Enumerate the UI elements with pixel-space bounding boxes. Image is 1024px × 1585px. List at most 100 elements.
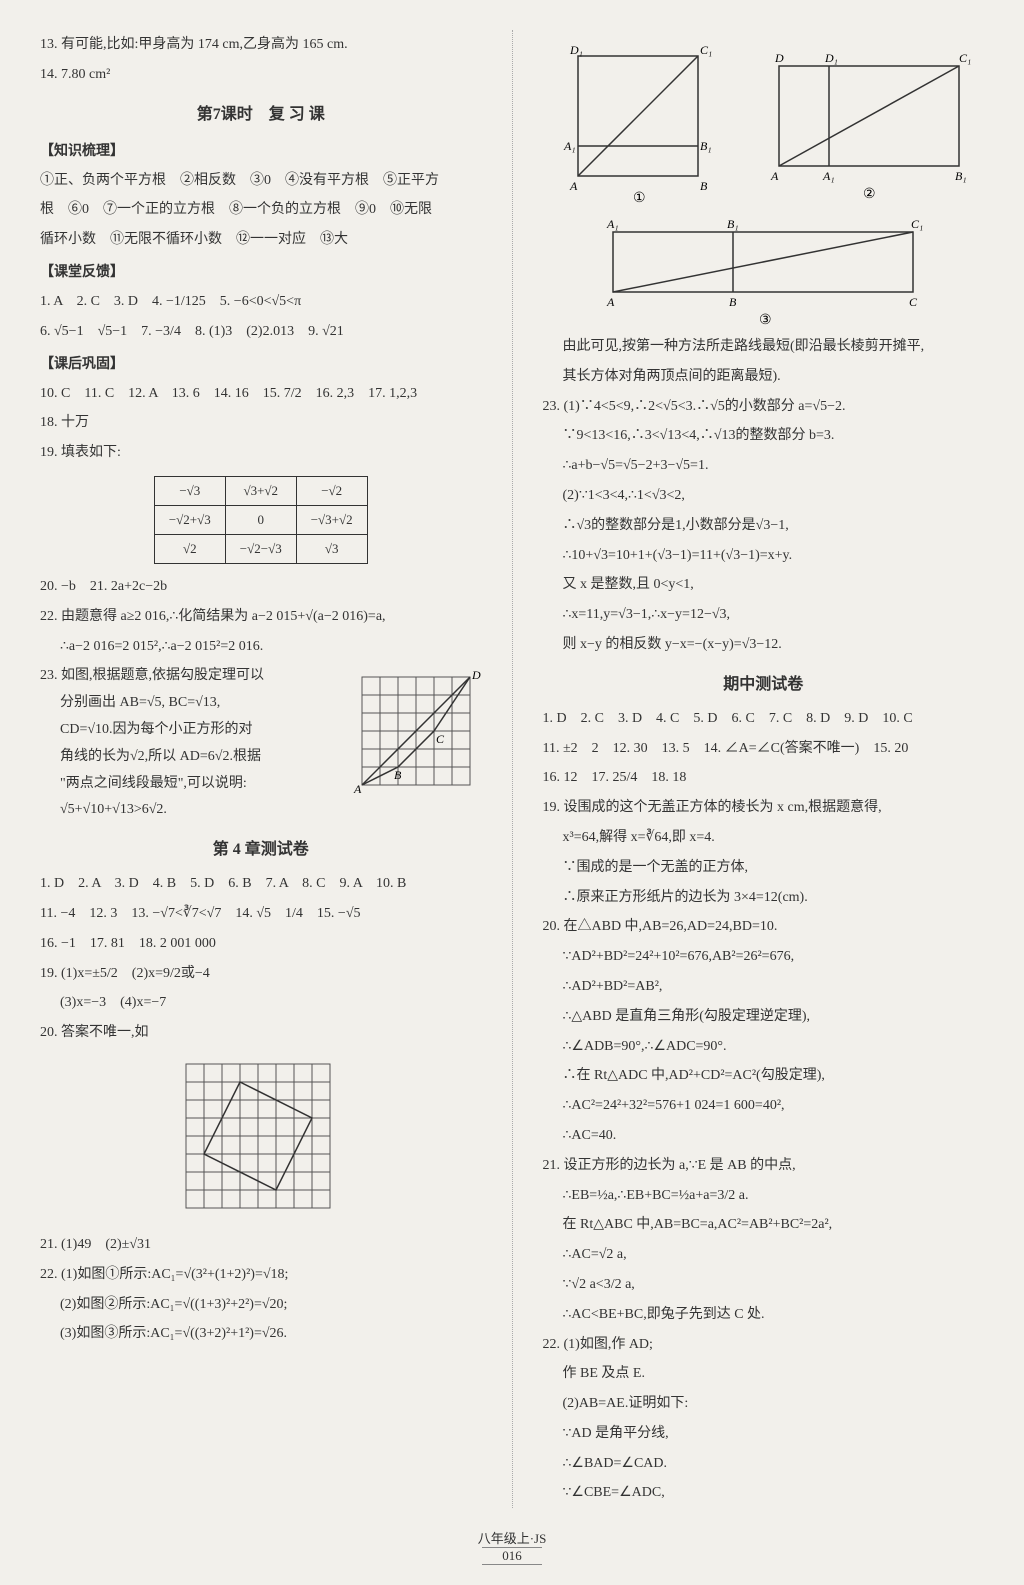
mid20b: ∵AD²+BD²=24²+10²=676,AB²=26²=676,: [543, 945, 985, 969]
q20-grid: [176, 1054, 346, 1224]
q22b: ∴a−2 016=2 015²,∴a−2 015²=2 016.: [40, 635, 482, 659]
q14: 14. 7.80 cm²: [40, 63, 482, 87]
r23-3: ∴a+b−√5=√5−2+3−√5=1.: [543, 454, 985, 478]
ch4-3: 16. −1 17. 81 18. 2 001 000: [40, 932, 482, 956]
mid22d: ∵AD 是角平分线,: [543, 1422, 985, 1446]
ch4-2: 11. −4 12. 3 13. −√7<∛7<√7 14. √5 1/4 15…: [40, 902, 482, 926]
q23d: 角线的长为√2,所以 AD=6√2.根据: [40, 745, 342, 769]
ch4-q22a: 22. (1)如图①所示:AC₁=√(3²+(1+2)²)=√18;: [40, 1263, 482, 1287]
diagram-3: A₁ B₁ C₁ A B C ③: [583, 212, 943, 332]
q22a: 22. 由题意得 a≥2 016,∴化简结果为 a−2 015+√(a−2 01…: [40, 605, 482, 629]
svg-text:C₁: C₁: [959, 51, 971, 65]
ch4-1: 1. D 2. A 3. D 4. B 5. D 6. B 7. A 8. C …: [40, 872, 482, 896]
cell: −√2−√3: [225, 534, 296, 563]
svg-text:①: ①: [633, 191, 646, 206]
svg-text:D₁: D₁: [569, 43, 583, 57]
ch4-q22c: (3)如图③所示:AC₁=√((3+2)²+1²)=√26.: [40, 1322, 482, 1346]
mid19d: ∴原来正方形纸片的边长为 3×4=12(cm).: [543, 886, 985, 910]
mid20c: ∴AD²+BD²=AB²,: [543, 975, 985, 999]
svg-text:B: B: [394, 768, 402, 782]
svg-text:A: A: [606, 295, 615, 309]
mid20h: ∴AC=40.: [543, 1124, 985, 1148]
svg-text:D: D: [471, 668, 481, 682]
svg-text:A₁: A₁: [822, 169, 835, 183]
feedback-header: 【课堂反馈】: [40, 261, 482, 281]
q20: 20. −b 21. 2a+2c−2b: [40, 575, 482, 599]
mid20g: ∴AC²=24²+32²=576+1 024=1 600=40²,: [543, 1094, 985, 1118]
lesson-title: 第7课时 复 习 课: [40, 100, 482, 124]
svg-text:C₁: C₁: [700, 43, 712, 57]
cs3: 19. 填表如下:: [40, 441, 482, 465]
mid-title: 期中测试卷: [543, 670, 985, 694]
mid20f: ∴在 Rt△ADC 中,AD²+CD²=AC²(勾股定理),: [543, 1064, 985, 1088]
consol-header: 【课后巩固】: [40, 353, 482, 373]
ch4-q22b: (2)如图②所示:AC₁=√((1+3)²+2²)=√20;: [40, 1293, 482, 1317]
q23c: CD=√10.因为每个小正方形的对: [40, 718, 342, 742]
cell: √3: [296, 534, 367, 563]
mid22a: 22. (1)如图,作 AD;: [543, 1333, 985, 1357]
cell: √2: [154, 534, 225, 563]
mid19b: x³=64,解得 x=∛64,即 x=4.: [543, 826, 985, 850]
mid22e: ∴∠BAD=∠CAD.: [543, 1452, 985, 1476]
comment2: 其长方体对角两顶点间的距离最短).: [543, 365, 985, 389]
cell: 0: [225, 505, 296, 534]
r23-9: 则 x−y 的相反数 y−x=−(x−y)=√3−12.: [543, 633, 985, 657]
knowledge-header: 【知识梳理】: [40, 140, 482, 160]
q23a: 23. 如图,根据题意,依据勾股定理可以: [40, 664, 342, 688]
mid20e: ∴∠ADB=90°,∴∠ADC=90°.: [543, 1035, 985, 1059]
r23-8: ∴x=11,y=√3−1,∴x−y=12−√3,: [543, 603, 985, 627]
footer-page: 016: [482, 1547, 542, 1565]
mid21e: ∵√2 a<3/2 a,: [543, 1273, 985, 1297]
mid21f: ∴AC<BE+BC,即兔子先到达 C 处.: [543, 1303, 985, 1327]
mid19c: ∵围成的是一个无盖的正方体,: [543, 856, 985, 880]
cell: −√2+√3: [154, 505, 225, 534]
ch4-title: 第 4 章测试卷: [40, 835, 482, 859]
fb2: 6. √5−1 √5−1 7. −3/4 8. (1)3 (2)2.013 9.…: [40, 320, 482, 344]
mid20a: 20. 在△ABD 中,AB=26,AD=24,BD=10.: [543, 915, 985, 939]
mid22f: ∵∠CBE=∠ADC,: [543, 1481, 985, 1505]
mid3: 16. 12 17. 25/4 18. 18: [543, 766, 985, 790]
q23f: √5+√10+√13>6√2.: [40, 798, 342, 822]
r23-6: ∴10+√3=10+1+(√3−1)=11+(√3−1)=x+y.: [543, 544, 985, 568]
page-footer: 八年级上·JS 016: [0, 1528, 1024, 1565]
mid19a: 19. 设围成的这个无盖正方体的棱长为 x cm,根据题意得,: [543, 796, 985, 820]
knowledge3: 循环小数 ⑪无限不循环小数 ⑫一一对应 ⑬大: [40, 228, 482, 252]
svg-text:C₁: C₁: [911, 217, 923, 231]
q23b: 分别画出 AB=√5, BC=√13,: [40, 691, 342, 715]
svg-text:C: C: [436, 732, 445, 746]
svg-text:B₁: B₁: [700, 139, 712, 153]
q13: 13. 有可能,比如:甲身高为 174 cm,乙身高为 165 cm.: [40, 33, 482, 57]
svg-text:B₁: B₁: [955, 169, 967, 183]
ch4-6: 20. 答案不唯一,如: [40, 1021, 482, 1045]
svg-text:C: C: [909, 295, 918, 309]
ch4-q21: 21. (1)49 (2)±√31: [40, 1233, 482, 1257]
ch4-4: 19. (1)x=±5/2 (2)x=9/2或−4: [40, 962, 482, 986]
r23-2: ∵9<13<16,∴3<√13<4,∴√13的整数部分 b=3.: [543, 424, 985, 448]
mid2: 11. ±2 2 12. 30 13. 5 14. ∠A=∠C(答案不唯一) 1…: [543, 737, 985, 761]
ch4-5: (3)x=−3 (4)x=−7: [40, 991, 482, 1015]
comment1: 由此可见,按第一种方法所走路线最短(即沿最长棱剪开摊平,: [543, 335, 985, 359]
diagram-1: D₁ C₁ A₁ B₁ A B ①: [548, 36, 728, 206]
svg-text:A: A: [569, 179, 578, 193]
svg-text:B: B: [700, 179, 708, 193]
r23-5: ∴√3的整数部分是1,小数部分是√3−1,: [543, 514, 985, 538]
cs2: 18. 十万: [40, 411, 482, 435]
svg-text:D: D: [774, 51, 784, 65]
cell: −√3: [154, 476, 225, 505]
q23-grid: A B C D: [352, 667, 482, 797]
svg-text:A₁: A₁: [563, 139, 576, 153]
q23e: "两点之间线段最短",可以说明:: [40, 772, 342, 796]
mid21c: 在 Rt△ABC 中,AB=BC=a,AC²=AB²+BC²=2a²,: [543, 1213, 985, 1237]
knowledge1: ①正、负两个平方根 ②相反数 ③0 ④没有平方根 ⑤正平方: [40, 169, 482, 193]
q19-table: −√3√3+√2−√2 −√2+√30−√3+√2 √2−√2−√3√3: [154, 476, 368, 564]
svg-text:B: B: [729, 295, 737, 309]
mid1: 1. D 2. C 3. D 4. C 5. D 6. C 7. C 8. D …: [543, 707, 985, 731]
r23-7: 又 x 是整数,且 0<y<1,: [543, 573, 985, 597]
cell: −√2: [296, 476, 367, 505]
svg-text:②: ②: [863, 187, 876, 202]
mid22b: 作 BE 及点 E.: [543, 1362, 985, 1386]
r23-4: (2)∵1<3<4,∴1<√3<2,: [543, 484, 985, 508]
svg-text:A: A: [353, 782, 362, 796]
svg-text:B₁: B₁: [727, 217, 739, 231]
svg-text:D₁: D₁: [824, 51, 838, 65]
